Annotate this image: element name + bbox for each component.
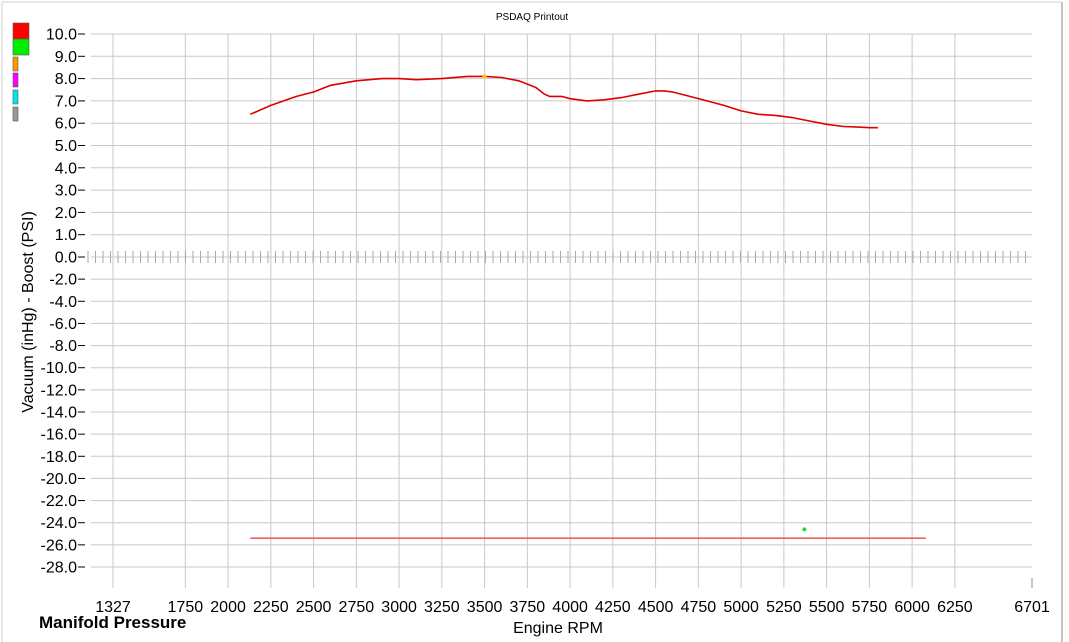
y-tick-label: 10.0: [46, 27, 77, 44]
y-tick-label: -12.0: [41, 382, 78, 399]
legend-swatch: [12, 106, 19, 122]
y-tick-label: 6.0: [55, 116, 77, 133]
y-tick-label: -10.0: [41, 360, 78, 377]
x-tick-label: 3500: [467, 599, 503, 616]
y-tick-label: -24.0: [41, 515, 78, 532]
zero-line-ticks: [87, 251, 1026, 263]
data-marker: [482, 74, 487, 79]
y-tick-label: 0.0: [55, 250, 77, 267]
x-tick-label: 2000: [210, 599, 246, 616]
x-tick-label: 3250: [424, 599, 460, 616]
y-tick-label: 5.0: [55, 138, 77, 155]
x-tick-label: 6250: [937, 599, 973, 616]
y-tick-label: -14.0: [41, 405, 78, 422]
y-tick-label: 7.0: [55, 93, 77, 110]
x-tick-label: 5750: [852, 599, 888, 616]
y-tick-label: -16.0: [41, 427, 78, 444]
y-tick-label: 3.0: [55, 183, 77, 200]
x-tick-label: 4500: [638, 599, 674, 616]
y-tick-label: -20.0: [41, 471, 78, 488]
x-tick-label: 5250: [766, 599, 802, 616]
chart-footer: Manifold Pressure: [39, 613, 186, 632]
x-tick-label: 2750: [339, 599, 375, 616]
y-tick-label: -26.0: [41, 537, 78, 554]
x-axis-label: Engine RPM: [513, 620, 603, 637]
y-tick-label: 8.0: [55, 71, 77, 88]
y-tick-label: 4.0: [55, 160, 77, 177]
grid: [91, 33, 1033, 588]
series-layer: [249, 74, 926, 539]
x-tick-label: 6701: [1014, 599, 1050, 616]
x-tick-label: 6000: [894, 599, 930, 616]
legend-swatch: [12, 56, 19, 72]
y-tick-label: -4.0: [49, 294, 77, 311]
series-line-1: [249, 75, 878, 129]
x-tick-label: 5000: [723, 599, 759, 616]
legend-swatch: [12, 38, 30, 56]
y-tick-label: -22.0: [41, 493, 78, 510]
x-tick-label: 2500: [296, 599, 332, 616]
y-tick-label: -6.0: [49, 316, 77, 333]
x-tick-label: 4000: [552, 599, 588, 616]
y-tick-label: -2.0: [49, 272, 77, 289]
y-axis-label: Vacuum (inHg) - Boost (PSI): [20, 211, 37, 413]
y-tick-label: -28.0: [41, 560, 78, 577]
y-tick-label: -8.0: [49, 338, 77, 355]
legend-swatch: [12, 72, 19, 88]
y-tick-label: 2.0: [55, 205, 77, 222]
x-axis-ticks: 1327 1750 2000 2250 2500 2750 3000 3250 3500 3750…: [95, 599, 1050, 616]
x-tick-label: 5500: [809, 599, 845, 616]
x-tick-label: 4750: [681, 599, 717, 616]
x-tick-label: 2250: [253, 599, 289, 616]
x-tick-label: 3000: [381, 599, 417, 616]
y-tick-label: -18.0: [41, 449, 78, 466]
legend-swatches: [12, 22, 30, 122]
x-tick-label: 1750: [168, 599, 204, 616]
x-tick-label: 4250: [595, 599, 631, 616]
x-tick-label: 3750: [510, 599, 546, 616]
legend-swatch: [12, 22, 30, 40]
data-marker: [802, 527, 807, 532]
y-axis-ticks: 10.0 9.0 8.0 7.0 6.0 5.0 4.0 3.0 2.0 1.0 0.0 -2.0 -4…: [41, 27, 85, 577]
y-tick-label: 1.0: [55, 227, 77, 244]
x-tick-label: 1327: [95, 599, 131, 616]
legend-swatch: [12, 89, 19, 105]
chart-title: PSDAQ Printout: [496, 12, 568, 23]
y-tick-label: 9.0: [55, 49, 77, 66]
